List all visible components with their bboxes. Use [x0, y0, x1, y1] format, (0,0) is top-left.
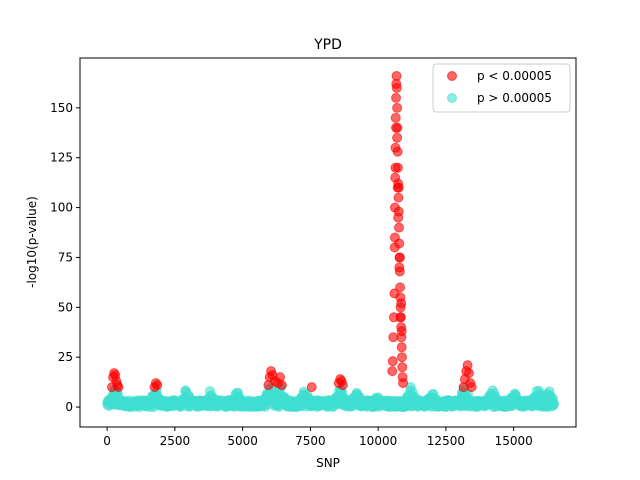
data-point-significant — [392, 146, 403, 157]
data-point-significant — [393, 212, 404, 223]
x-axis-label: SNP — [316, 456, 340, 470]
x-tick-label: 10000 — [359, 434, 397, 448]
y-tick-label: 150 — [50, 101, 73, 115]
legend-marker-significant — [447, 71, 457, 81]
y-tick-label: 0 — [65, 400, 73, 414]
data-point-significant — [387, 356, 398, 367]
data-point-significant — [398, 378, 409, 389]
legend-marker-nonsignificant — [447, 93, 457, 103]
data-point-significant — [463, 368, 474, 379]
x-axis: 0 2500 5000 7500 10000 12500 15000 — [103, 427, 533, 448]
x-tick-label: 7500 — [295, 434, 326, 448]
points-layer — [102, 70, 560, 413]
data-point-significant — [396, 298, 407, 309]
data-point-significant — [390, 162, 401, 173]
y-tick-label: 125 — [50, 151, 73, 165]
data-point-significant — [391, 92, 402, 103]
x-tick-label: 0 — [103, 434, 111, 448]
data-point-significant — [394, 252, 405, 263]
plot-frame — [79, 57, 577, 428]
data-point-significant — [387, 366, 398, 377]
data-point-significant — [396, 326, 407, 337]
data-point-significant — [113, 382, 124, 393]
data-point-significant — [393, 192, 404, 203]
y-tick-label: 25 — [58, 350, 73, 364]
data-point-significant — [306, 382, 317, 393]
y-tick-label: 75 — [58, 250, 73, 264]
y-axis: 0 25 50 75 100 125 150 — [50, 101, 80, 414]
data-point-significant — [394, 262, 405, 273]
y-tick-label: 100 — [50, 201, 73, 215]
data-point-significant — [337, 380, 348, 391]
data-point-significant — [391, 122, 402, 133]
data-point-significant — [392, 102, 403, 113]
data-point-significant — [390, 112, 401, 123]
legend-box — [432, 63, 571, 113]
x-tick-label: 5000 — [227, 434, 258, 448]
data-point-significant — [276, 380, 287, 391]
data-point-significant — [396, 342, 407, 353]
data-point-significant — [397, 362, 408, 373]
y-tick-label: 50 — [58, 300, 73, 314]
data-point-significant — [395, 282, 406, 293]
data-point-significant — [466, 382, 477, 393]
legend-label-nonsignificant: p > 0.00005 — [477, 91, 552, 105]
data-point-significant — [462, 360, 473, 371]
legend-label-significant: p < 0.00005 — [477, 69, 552, 83]
data-point-significant — [391, 70, 402, 81]
chart-title: YPD — [313, 37, 342, 53]
data-point-significant — [393, 182, 404, 193]
data-point-significant — [391, 82, 402, 93]
y-axis-label: -log10(p-value) — [25, 196, 39, 288]
data-point-significant — [394, 222, 405, 233]
data-point-significant — [395, 312, 406, 323]
data-point-significant — [152, 380, 163, 391]
data-point-significant — [392, 132, 403, 143]
x-tick-label: 2500 — [160, 434, 191, 448]
x-tick-label: 15000 — [495, 434, 533, 448]
x-tick-label: 12500 — [427, 434, 465, 448]
data-point-significant — [396, 352, 407, 363]
data-point-nonsignificant — [549, 398, 560, 409]
legend: p < 0.00005 p > 0.00005 — [432, 63, 571, 113]
data-point-significant — [389, 232, 400, 243]
